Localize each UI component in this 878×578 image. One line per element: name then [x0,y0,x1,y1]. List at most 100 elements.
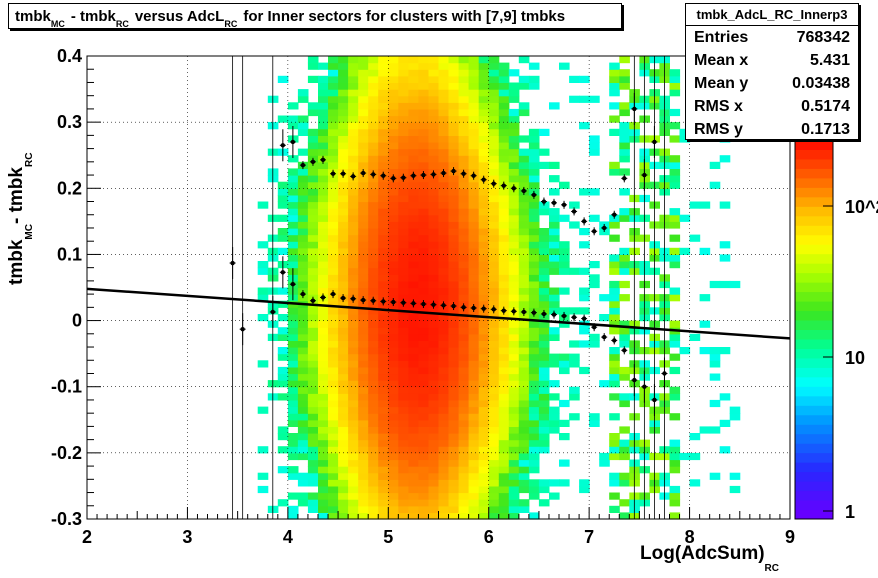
heatmap-cell [307,148,319,156]
heatmap-cell [488,254,500,262]
heatmap-cell [368,214,379,222]
heatmap-cell [328,399,339,408]
heatmap-cell [579,228,590,236]
heatmap-cell [619,122,630,130]
heatmap-cell [438,353,450,361]
heatmap-cell [348,241,359,249]
heatmap-cell [318,413,329,421]
rms-profile-point [320,157,326,163]
heatmap-cell [619,472,630,480]
rms-profile-point [612,212,617,217]
heatmap-cell [297,347,309,355]
heatmap-cell [498,148,510,156]
heatmap-cell [418,439,429,447]
heatmap-cell [498,208,510,216]
heatmap-cell [307,353,319,361]
heatmap-cell [508,419,520,427]
heatmap-cell [358,234,369,242]
heatmap-cell [468,95,480,103]
heatmap-cell [338,69,349,77]
heatmap-cell [307,307,319,315]
heatmap-cell [408,208,419,216]
heatmap-cell [428,353,440,361]
heatmap-cell [277,201,289,209]
heatmap-cell [518,505,530,513]
heatmap-cell [488,135,500,143]
heatmap-cell [609,168,620,176]
heatmap-cell [508,247,520,255]
heatmap-cell [378,214,389,222]
heatmap-cell [609,360,620,368]
heatmap-cell [448,512,460,520]
stats-label: Mean x [694,52,749,69]
heatmap-cell [508,108,520,117]
stats-row-rms-y: RMS y 0.1713 [686,118,858,141]
heatmap-cell [478,380,490,388]
heatmap-cell [518,406,530,414]
heatmap-cell [609,347,620,355]
color-scale-cell [795,509,833,520]
heatmap-cell [378,201,389,209]
stats-value: 768342 [796,29,850,46]
title-part-3: versus AdcL [134,8,225,25]
heatmap-cell [478,161,490,169]
heatmap-cell [418,479,429,487]
heatmap-cell [348,320,359,328]
mean-profile-point [360,297,366,303]
heatmap-cell [388,373,399,381]
heatmap-cell [518,413,530,421]
heatmap-cell [287,406,299,414]
heatmap-cell [478,148,490,156]
heatmap-cell [368,175,379,183]
heatmap-cell [307,135,319,143]
heatmap-cell [528,142,540,150]
heatmap-cell [378,115,389,123]
heatmap-cell [408,254,419,262]
heatmap-cell [408,366,419,375]
heatmap-cell [368,459,379,467]
heatmap-cell [478,320,490,328]
heatmap-cell [348,419,359,427]
heatmap-cell [448,452,460,461]
heatmap-cell [508,472,520,480]
heatmap-cell [729,485,741,494]
heatmap-cell [488,188,500,196]
heatmap-cell [368,380,379,388]
mean-profile-point [551,312,557,317]
heatmap-cell [498,340,510,348]
heatmap-cell [428,267,440,275]
heatmap-cell [287,399,299,408]
heatmap-cell [619,439,630,447]
heatmap-cell [438,102,450,110]
heatmap-cell [448,492,460,500]
heatmap-cell [388,155,399,163]
heatmap-cell [388,241,399,249]
heatmap-cell [669,499,681,507]
heatmap-cell [538,380,550,388]
heatmap-cell [368,82,379,90]
rms-profile-point [622,176,627,181]
heatmap-cell [398,452,409,461]
heatmap-cell [569,386,580,394]
heatmap-cell [318,214,329,222]
heatmap-cell [408,274,419,282]
heatmap-cell [388,128,399,136]
heatmap-cell [528,360,540,368]
heatmap-cell [408,287,419,295]
heatmap-cell [408,241,419,249]
heatmap-cell [609,307,620,315]
heatmap-cell [287,466,299,474]
heatmap-cell [498,161,510,169]
heatmap-cell [378,108,389,117]
heatmap-cell [528,128,540,136]
heatmap-cell [579,267,590,275]
heatmap-cell [609,234,620,242]
heatmap-cell [518,466,530,474]
heatmap-cell [719,446,731,454]
heatmap-cell [418,56,429,64]
heatmap-cell [428,366,440,375]
heatmap-cell [448,62,460,70]
heatmap-cell [508,95,520,103]
heatmap-cell [257,360,269,368]
heatmap-cell [328,108,339,117]
